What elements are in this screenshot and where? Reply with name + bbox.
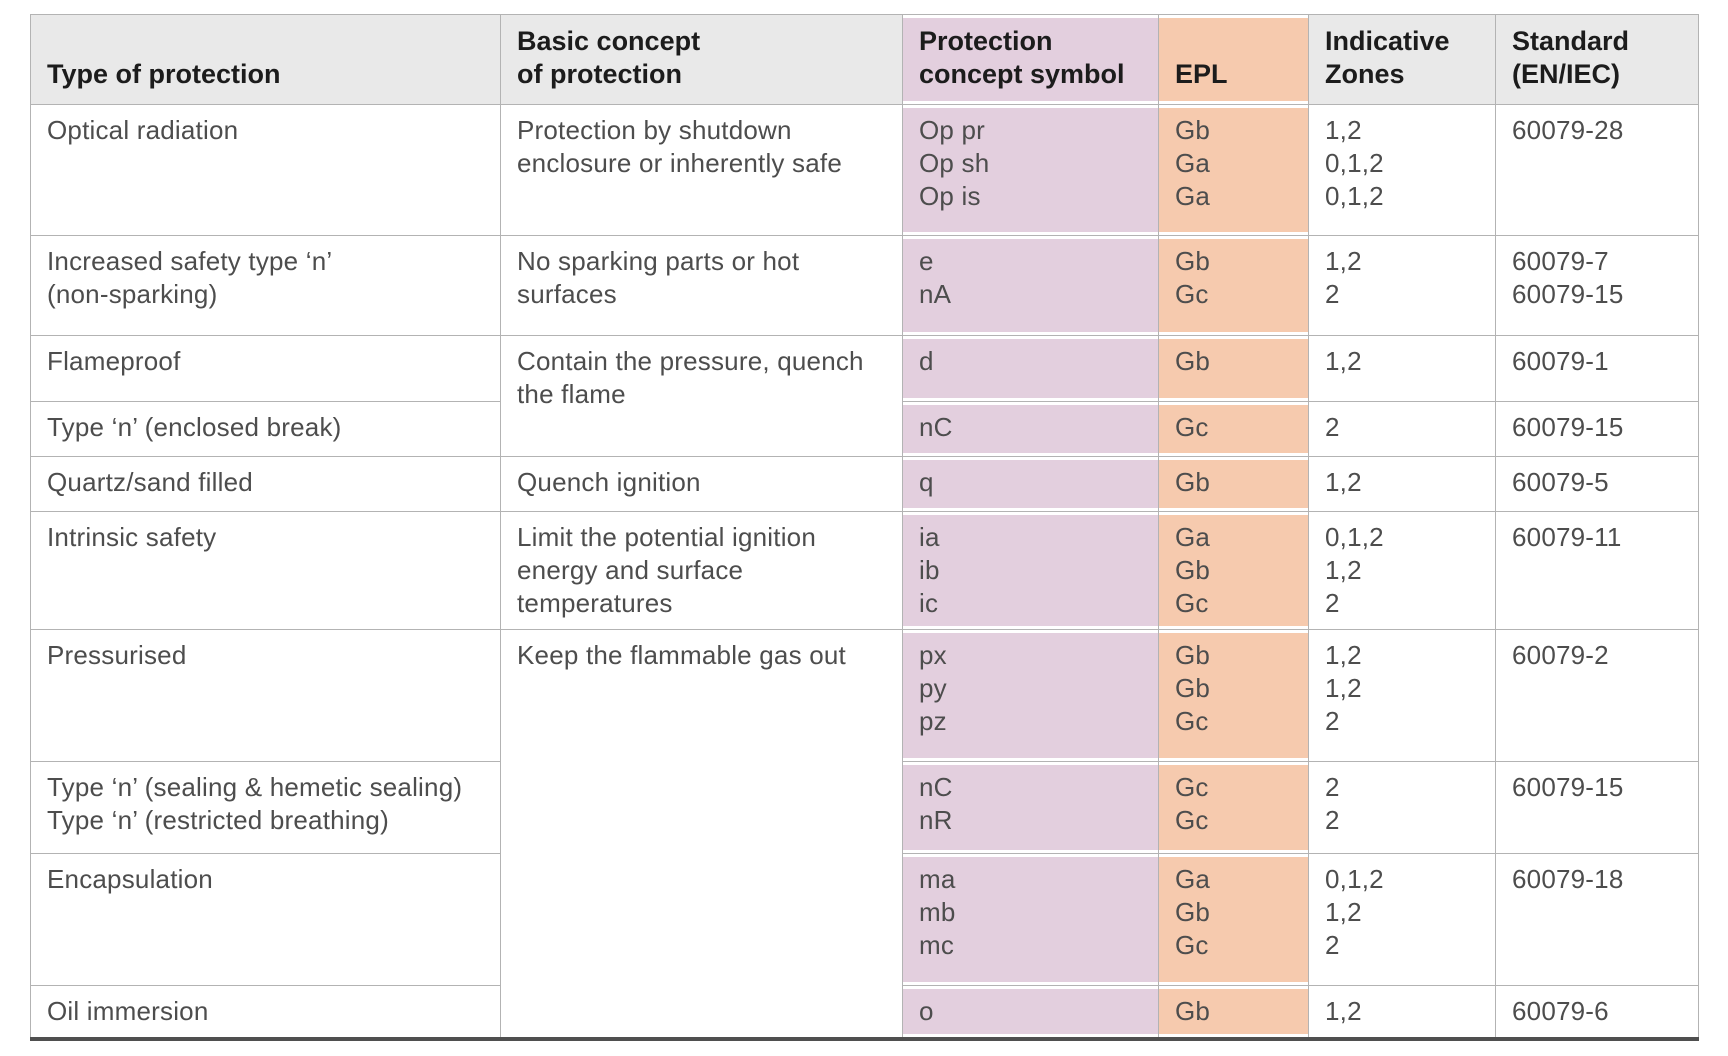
col-header-type-of-protection: Type of protection <box>30 14 501 105</box>
table-row: Encapsulation ma mb mc Ga Gb Gc 0,1,2 1,… <box>30 853 1699 986</box>
cell-symbol: px py pz <box>902 629 1159 762</box>
protection-types-table: Type of protection Basic concept of prot… <box>30 14 1699 1041</box>
cell-standard: 60079-11 <box>1495 511 1699 630</box>
cell-zones: 1,2 2 <box>1308 235 1496 336</box>
cell-epl: Gb <box>1158 985 1309 1040</box>
col-header-standard: Standard (EN/IEC) <box>1495 14 1699 105</box>
cell-zones: 2 2 <box>1308 761 1496 854</box>
cell-zones: 1,2 <box>1308 985 1496 1040</box>
table-row: Intrinsic safety Limit the potential ign… <box>30 511 1699 630</box>
cell-zones: 1,2 <box>1308 335 1496 402</box>
cell-type: Quartz/sand filled <box>30 456 501 512</box>
cell-zones: 1,2 <box>1308 456 1496 512</box>
col-header-epl: EPL <box>1158 14 1309 105</box>
cell-zones: 0,1,2 1,2 2 <box>1308 853 1496 986</box>
cell-epl: Ga Gb Gc <box>1158 853 1309 986</box>
table-row: Type ‘n’ (sealing & hemetic sealing) Typ… <box>30 761 1699 854</box>
cell-type: Oil immersion <box>30 985 501 1040</box>
table-row: Flameproof Contain the pressure, quench … <box>30 335 1699 457</box>
col-header-indicative-zones: Indicative Zones <box>1308 14 1496 105</box>
cell-standard: 60079-1 <box>1495 335 1699 402</box>
protection-table-container: Type of protection Basic concept of prot… <box>30 14 1699 1041</box>
table-row: Increased safety type ‘n’ (non-sparking)… <box>30 235 1699 336</box>
cell-symbol: q <box>902 456 1159 512</box>
table-row: Quartz/sand filled Quench ignition q Gb … <box>30 456 1699 512</box>
table-row: Optical radiation Protection by shutdown… <box>30 104 1699 236</box>
cell-zones: 2 <box>1308 401 1496 457</box>
header-row: Type of protection Basic concept of prot… <box>30 14 1699 105</box>
cell-type: Encapsulation <box>30 853 501 986</box>
cell-standard: 60079-2 <box>1495 629 1699 762</box>
cell-type: Optical radiation <box>30 104 501 236</box>
cell-standard: 60079-5 <box>1495 456 1699 512</box>
col-header-protection-concept-symbol: Protection concept symbol <box>902 14 1159 105</box>
cell-symbol: Op pr Op sh Op is <box>902 104 1159 236</box>
cell-concept: No sparking parts or hot surfaces <box>500 235 903 336</box>
cell-concept: Quench ignition <box>500 456 903 512</box>
cell-symbol: d <box>902 335 1159 402</box>
cell-symbol: nC <box>902 401 1159 457</box>
cell-epl: Gc <box>1158 401 1309 457</box>
col-header-basic-concept: Basic concept of protection <box>500 14 903 105</box>
cell-type: Type ‘n’ (enclosed break) <box>30 401 501 457</box>
cell-epl: Gb <box>1158 335 1309 402</box>
cell-type: Flameproof <box>30 335 501 402</box>
cell-epl: Gb <box>1158 456 1309 512</box>
cell-type: Type ‘n’ (sealing & hemetic sealing) Typ… <box>30 761 501 854</box>
cell-symbol: nC nR <box>902 761 1159 854</box>
cell-concept: Limit the potential ignition energy and … <box>500 511 903 630</box>
cell-standard: 60079-15 <box>1495 761 1699 854</box>
table-row: Pressurised Keep the flammable gas out p… <box>30 629 1699 1040</box>
cell-standard: 60079-18 <box>1495 853 1699 986</box>
cell-epl: Gb Ga Ga <box>1158 104 1309 236</box>
cell-epl: Ga Gb Gc <box>1158 511 1309 630</box>
cell-type: Intrinsic safety <box>30 511 501 630</box>
cell-symbol: o <box>902 985 1159 1040</box>
cell-symbol: e nA <box>902 235 1159 336</box>
cell-standard: 60079-15 <box>1495 401 1699 457</box>
cell-zones: 1,2 0,1,2 0,1,2 <box>1308 104 1496 236</box>
cell-concept: Keep the flammable gas out <box>500 629 903 1040</box>
cell-concept: Contain the pressure, quench the flame <box>500 335 903 457</box>
cell-symbol: ia ib ic <box>902 511 1159 630</box>
cell-symbol: ma mb mc <box>902 853 1159 986</box>
table-row: Type ‘n’ (enclosed break) nC Gc 2 60079-… <box>30 401 1699 457</box>
cell-zones: 1,2 1,2 2 <box>1308 629 1496 762</box>
cell-epl: Gb Gc <box>1158 235 1309 336</box>
cell-type: Increased safety type ‘n’ (non-sparking) <box>30 235 501 336</box>
cell-zones: 0,1,2 1,2 2 <box>1308 511 1496 630</box>
cell-epl: Gb Gb Gc <box>1158 629 1309 762</box>
cell-standard: 60079-6 <box>1495 985 1699 1040</box>
cell-concept: Protection by shutdown enclosure or inhe… <box>500 104 903 236</box>
cell-type: Pressurised <box>30 629 501 762</box>
cell-standard: 60079-28 <box>1495 104 1699 236</box>
cell-epl: Gc Gc <box>1158 761 1309 854</box>
table-row: Oil immersion o Gb 1,2 60079-6 <box>30 985 1699 1040</box>
cell-standard: 60079-7 60079-15 <box>1495 235 1699 336</box>
